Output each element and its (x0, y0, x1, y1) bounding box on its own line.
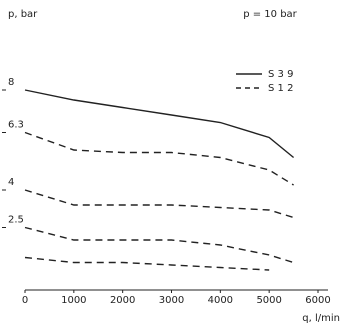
series-line (24, 131, 294, 186)
y-tick-label: 2.5 (8, 215, 24, 226)
x-axis-label: q, l/min (302, 313, 340, 324)
x-tick-label: 0 (22, 295, 28, 306)
y-axis-label: p, bar (8, 9, 38, 20)
chart-title: p = 10 bar (243, 9, 297, 20)
y-tick-label: 4 (8, 177, 14, 188)
x-tick-label: 2000 (110, 295, 135, 306)
y-tick-label: 8 (8, 77, 14, 88)
x-tick-label: 1000 (61, 295, 86, 306)
series-line (24, 189, 294, 219)
x-tick-label: 4000 (208, 295, 233, 306)
x-tick-label: 5000 (256, 295, 281, 306)
x-tick-label: 3000 (159, 295, 184, 306)
y-tick-label: 6.3 (8, 120, 24, 131)
series-line (24, 89, 295, 159)
x-tick-label: 6000 (305, 295, 330, 306)
legend-label: S 3 9 (268, 69, 293, 80)
series-line (24, 226, 294, 264)
series-line (24, 256, 270, 271)
legend-label: S 1 2 (268, 83, 293, 94)
